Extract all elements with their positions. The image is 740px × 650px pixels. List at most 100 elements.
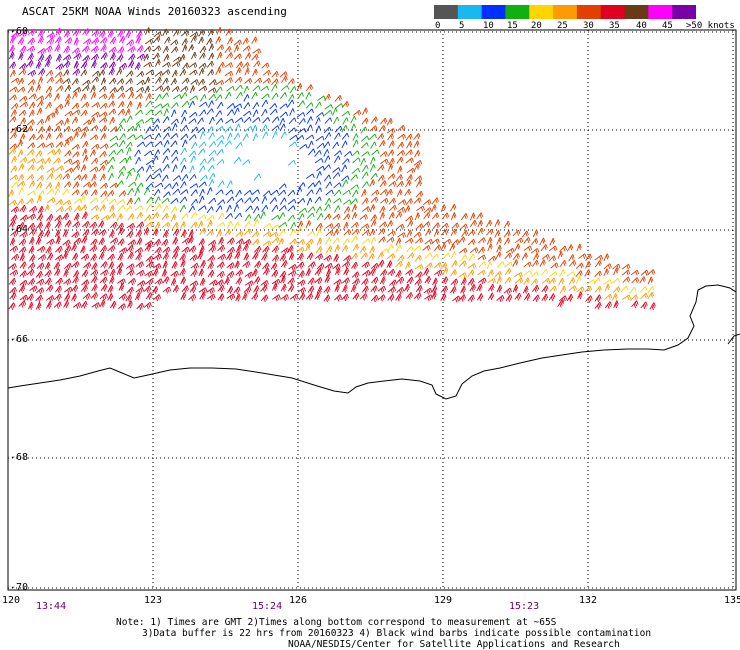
wind-barb — [458, 247, 468, 254]
wind-barb — [548, 293, 556, 301]
wind-barb — [226, 220, 233, 229]
wind-barb — [26, 268, 35, 277]
wind-barb — [72, 28, 80, 37]
wind-barb — [161, 174, 169, 182]
wind-barb — [254, 77, 263, 84]
wind-barb — [47, 149, 56, 155]
wind-barb — [342, 284, 348, 293]
wind-barb — [260, 285, 268, 293]
wind-barb — [458, 272, 467, 278]
wind-barb — [99, 293, 108, 301]
wind-barb — [207, 126, 214, 134]
wind-barb — [389, 279, 397, 287]
wind-barb — [242, 45, 251, 52]
wind-barb — [423, 212, 431, 220]
wind-barb — [126, 197, 134, 206]
wind-barb — [314, 150, 322, 157]
wind-barb — [649, 302, 656, 311]
wind-barb — [163, 126, 172, 133]
wind-barb — [332, 107, 338, 116]
wind-barb — [548, 277, 556, 285]
wind-barb — [396, 276, 405, 284]
wind-barb — [117, 227, 125, 236]
wind-barb — [413, 163, 420, 172]
wind-barb — [593, 277, 601, 285]
wind-barb — [18, 238, 27, 246]
time-label: 15:23 — [509, 601, 540, 612]
wind-barb — [278, 237, 285, 246]
wind-barb — [11, 253, 20, 262]
wind-barb — [362, 238, 371, 245]
wind-barb — [226, 285, 234, 294]
wind-barb — [152, 118, 160, 126]
wind-barb — [127, 167, 136, 174]
wind-barb — [80, 61, 88, 69]
wind-barb — [359, 246, 367, 254]
wind-barb — [98, 164, 106, 172]
wind-barb — [260, 280, 269, 288]
wind-barb — [423, 287, 433, 295]
wind-barb — [541, 293, 549, 302]
wind-barb — [206, 293, 216, 301]
wind-barb — [261, 124, 268, 132]
wind-barb — [422, 245, 431, 251]
wind-barb — [29, 236, 35, 245]
wind-barb — [630, 269, 640, 276]
wind-barb — [325, 223, 334, 229]
wind-barb — [53, 301, 62, 309]
wind-barb — [191, 141, 198, 150]
wind-barb — [199, 189, 205, 197]
wind-barb — [540, 244, 548, 252]
wind-barb — [71, 102, 80, 110]
wind-barb — [215, 118, 224, 125]
wind-barb — [162, 155, 169, 164]
wind-barb — [234, 123, 241, 132]
wind-barb — [440, 285, 448, 294]
wind-barb — [306, 252, 314, 261]
wind-barb — [215, 79, 225, 86]
wind-barb — [324, 213, 332, 221]
wind-barb — [163, 140, 170, 148]
wind-barb — [576, 243, 582, 252]
wind-barb — [28, 93, 37, 100]
wind-barb — [413, 245, 422, 252]
wind-barb — [216, 222, 226, 228]
wind-barb — [199, 101, 208, 108]
wind-barb — [117, 238, 125, 246]
wind-barb — [261, 93, 270, 100]
wind-barb — [17, 149, 24, 158]
wind-barb — [100, 143, 109, 150]
wind-barb — [576, 286, 585, 293]
wind-barb — [314, 253, 324, 261]
wind-barb — [19, 279, 28, 287]
wind-barb — [450, 278, 459, 286]
wind-barb — [155, 59, 161, 67]
wind-barb — [271, 116, 280, 123]
wind-barb — [351, 204, 358, 212]
wind-barb — [432, 277, 438, 286]
wind-barb — [144, 76, 151, 85]
wind-barb — [396, 180, 404, 188]
wind-barb — [188, 150, 197, 158]
wind-barb — [28, 109, 35, 118]
wind-barb — [99, 111, 108, 118]
wind-barb — [422, 221, 431, 228]
antarctic-coastline — [7, 284, 740, 400]
wind-barb — [594, 301, 602, 310]
wind-barb — [55, 103, 64, 110]
wind-barb — [163, 183, 172, 190]
wind-barb — [108, 261, 115, 270]
wind-barb — [297, 197, 306, 205]
wind-barb — [298, 292, 306, 301]
wind-barb — [404, 188, 412, 197]
wind-barb — [360, 142, 369, 149]
wind-barb — [145, 69, 155, 76]
wind-barb — [180, 221, 186, 229]
wind-barb — [370, 172, 378, 180]
wind-barb — [35, 270, 43, 279]
wind-barb — [91, 70, 101, 77]
wind-barb — [206, 108, 214, 115]
wind-barb — [45, 182, 53, 190]
wind-barb — [341, 164, 348, 173]
wind-barb — [395, 260, 403, 268]
